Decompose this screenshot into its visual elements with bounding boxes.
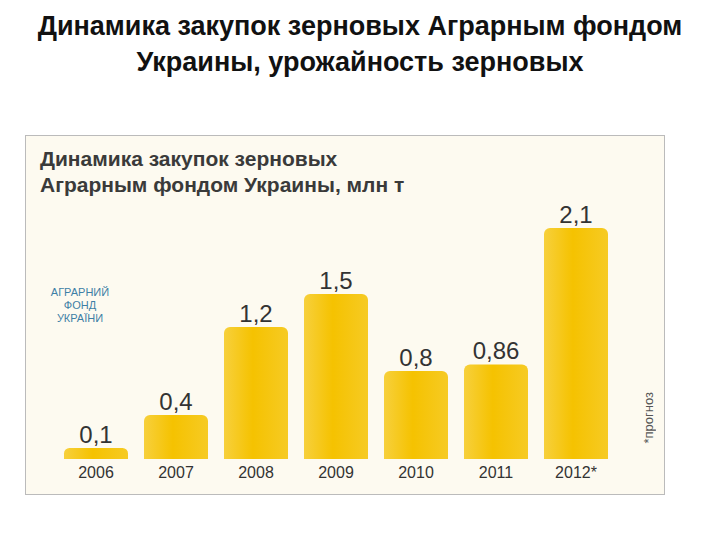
- svg-text:1,5: 1,5: [319, 267, 352, 294]
- html-text:Динамика закупок зерновых Агра: Динамика закупок зерновых Аграрным фондо…: [40, 147, 405, 196]
- svg-text:1,2: 1,2: [239, 300, 272, 327]
- html-text:ФОНД: ФОНД: [63, 299, 97, 311]
- svg-text:0,8: 0,8: [399, 344, 432, 371]
- html-text:Динамика закупок зерновых Агра: Динамика закупок зерновых Аграрным фондо…: [37, 11, 683, 77]
- svg-text:2,1: 2,1: [559, 201, 592, 228]
- svg-text:0,4: 0,4: [159, 388, 192, 415]
- svg-text:2006: 2006: [78, 464, 114, 481]
- svg-text:2012*: 2012*: [555, 464, 597, 481]
- svg-text:2009: 2009: [318, 464, 354, 481]
- svg-text:2010: 2010: [398, 464, 434, 481]
- svg-text:2008: 2008: [238, 464, 274, 481]
- svg-text:2011: 2011: [479, 464, 514, 481]
- svg-text:0,1: 0,1: [79, 421, 112, 448]
- svg-text:2007: 2007: [158, 464, 194, 481]
- html-text:УКРАЇНИ: УКРАЇНИ: [56, 312, 104, 324]
- svg-text:0,86: 0,86: [473, 337, 520, 364]
- html-text:АГРАРНИЙ: АГРАРНИЙ: [50, 286, 110, 298]
- html-text:*прогноз: *прогноз: [641, 392, 656, 444]
